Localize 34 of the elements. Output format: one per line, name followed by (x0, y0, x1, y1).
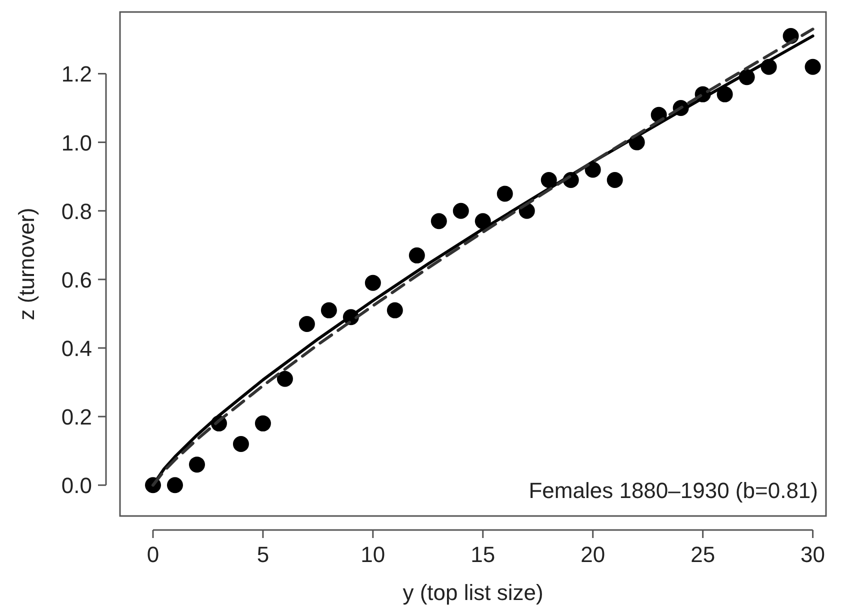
x-tick-label: 5 (256, 542, 270, 567)
annotation: Females 1880–1930 (b=0.81) (528, 478, 818, 503)
y-tick-label: 0.0 (61, 473, 92, 498)
point (276, 370, 293, 387)
point (408, 247, 425, 264)
x-tick-label: 15 (470, 542, 496, 567)
y-tick-label: 0.2 (61, 404, 92, 430)
x-tick-label: 30 (800, 542, 826, 567)
x-tick-label: 10 (360, 542, 386, 567)
point (716, 86, 733, 102)
x-tick-label: 0 (146, 542, 160, 567)
point (254, 415, 271, 432)
point (188, 456, 205, 473)
x-axis-title: y (top list size) (402, 580, 544, 605)
y-tick-label: 0.6 (61, 267, 92, 292)
point (298, 316, 315, 332)
point (452, 202, 469, 219)
point (320, 302, 337, 318)
point (606, 172, 623, 188)
point (430, 213, 447, 230)
point (364, 274, 381, 291)
y-tick-label: 0.8 (61, 198, 92, 224)
x-tick-label: 20 (580, 542, 606, 567)
point (232, 436, 249, 452)
y-tick-label: 0.4 (61, 336, 92, 361)
point (166, 477, 183, 494)
x-tick-label: 25 (690, 542, 716, 567)
point (386, 302, 403, 318)
y-tick-label: 1.2 (61, 62, 92, 87)
y-tick-label: 1.0 (61, 130, 92, 156)
point (496, 186, 513, 202)
point (540, 172, 557, 188)
y-axis-title: z (turnover) (14, 208, 39, 320)
point (804, 58, 821, 75)
